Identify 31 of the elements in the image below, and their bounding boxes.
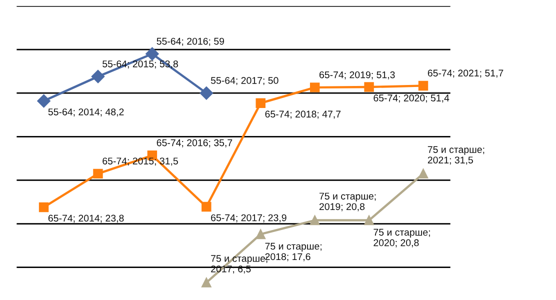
point (91, 70, 105, 84)
data-label: 65-74; 2018; 47,7 (265, 110, 341, 119)
data-label: 65-74; 2021; 51,7 (428, 70, 504, 78)
point (202, 278, 212, 288)
data-label: 75 и старше; 2018; 17,6 (265, 242, 322, 262)
point (37, 94, 50, 108)
data-label: 65-74; 2019; 51,3 (319, 71, 395, 80)
data-label: 55-64; 2014; 48,2 (48, 108, 124, 117)
data-label: 65-74; 2014; 23,8 (48, 214, 124, 223)
data-label: 65-74; 2015; 31,5 (102, 158, 178, 166)
point (202, 202, 212, 212)
point (418, 168, 428, 179)
point (146, 47, 159, 60)
data-label: 65-74; 2017; 23,9 (211, 214, 286, 222)
point (256, 98, 266, 108)
point (310, 82, 320, 92)
data-label: 55-64; 2017; 50 (210, 77, 278, 86)
point (93, 168, 103, 179)
point (310, 215, 320, 226)
data-label: 65-74; 2020; 51,4 (374, 94, 450, 103)
data-label: 75 и старше; 2020; 20,8 (374, 228, 430, 248)
point (364, 82, 374, 92)
data-label: 65-74; 2016; 35,7 (156, 139, 232, 148)
point (256, 229, 266, 240)
point (364, 215, 374, 226)
data-label: 75 и старше; 2019; 20,8 (319, 192, 376, 212)
point (418, 80, 428, 91)
point (200, 86, 214, 100)
point (38, 202, 49, 212)
data-label: 55-64; 2016; 59 (156, 38, 224, 46)
data-label: 75 и старше; 2021; 31,5 (428, 146, 484, 165)
